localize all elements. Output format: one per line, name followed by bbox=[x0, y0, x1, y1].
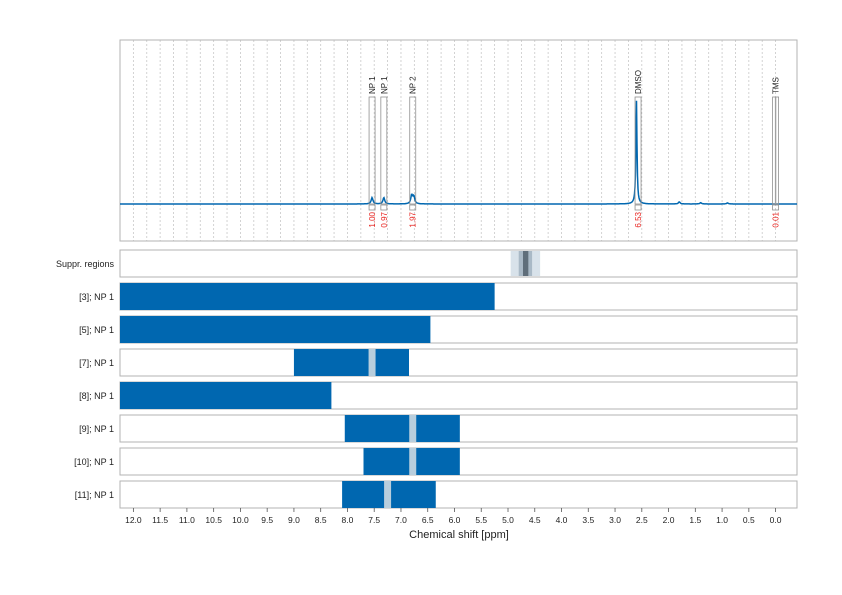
region-row-label: [5]; NP 1 bbox=[79, 325, 114, 335]
integral-marker-box bbox=[409, 204, 417, 211]
x-tick-label: 4.5 bbox=[529, 515, 541, 525]
integral-marker-box bbox=[772, 204, 779, 211]
x-tick-label: 8.5 bbox=[315, 515, 327, 525]
peak-label: TMS bbox=[772, 77, 781, 94]
region-bar bbox=[120, 316, 431, 343]
region-marker bbox=[409, 415, 417, 442]
x-axis-label: Chemical shift [ppm] bbox=[409, 529, 509, 541]
x-tick-label: 10.5 bbox=[205, 515, 222, 525]
x-tick-label: 5.0 bbox=[502, 515, 514, 525]
x-tick-label: 9.0 bbox=[288, 515, 300, 525]
x-tick-label: 10.0 bbox=[232, 515, 249, 525]
x-tick-label: 11.0 bbox=[179, 515, 195, 525]
peak-marker-box bbox=[772, 96, 779, 205]
region-rows: Suppr. regions [3]; NP 1 [5]; NP 1 [7]; NP … bbox=[56, 249, 798, 509]
region-marker bbox=[368, 349, 376, 376]
peak-marker-box bbox=[409, 96, 417, 205]
x-tick-label: 1.0 bbox=[716, 515, 728, 525]
peak-label: DMSO bbox=[634, 70, 643, 94]
region-row-label: [8]; NP 1 bbox=[79, 391, 114, 401]
x-tick-label: 5.5 bbox=[475, 515, 487, 525]
peak-marker-box bbox=[380, 96, 388, 205]
region-row-frame bbox=[119, 348, 798, 377]
region-marker bbox=[409, 448, 417, 475]
region-row-label: [3]; NP 1 bbox=[79, 292, 114, 302]
x-tick-label: 9.5 bbox=[261, 515, 273, 525]
integral-marker-box bbox=[380, 204, 388, 211]
integral-marker-box bbox=[368, 204, 376, 211]
x-tick-label: 3.5 bbox=[582, 515, 594, 525]
region-bar bbox=[293, 349, 409, 376]
peak-integral: 6.53 bbox=[634, 211, 643, 227]
region-row-label: [11]; NP 1 bbox=[75, 490, 114, 500]
spectrum-panel-frame bbox=[119, 39, 798, 242]
peak-label: NP 1 bbox=[368, 76, 377, 94]
x-axis: 12.0 11.5 11.0 10.5 10.0 9.5 9.0 8.5 8.0 7.5 7.0 6.… bbox=[125, 508, 782, 525]
region-row-label: Suppr. regions bbox=[56, 259, 115, 269]
x-tick-label: 3.0 bbox=[609, 515, 621, 525]
peak-marker-box bbox=[368, 96, 376, 205]
x-tick-label: 12.0 bbox=[125, 515, 142, 525]
x-tick-label: 4.0 bbox=[556, 515, 568, 525]
peak-integral: 1.00 bbox=[368, 211, 377, 227]
peak-label: NP 2 bbox=[409, 76, 418, 94]
peak-integral: 0.01 bbox=[772, 211, 781, 227]
region-bar bbox=[344, 415, 460, 442]
spectrum-trace bbox=[120, 100, 797, 205]
region-row-label: [10]; NP 1 bbox=[74, 457, 114, 467]
peak-integral: 0.97 bbox=[380, 211, 389, 227]
integral-marker-box bbox=[634, 204, 642, 211]
x-tick-label: 2.5 bbox=[636, 515, 648, 525]
region-row-label: [9]; NP 1 bbox=[79, 424, 114, 434]
peak-marker-box bbox=[634, 96, 642, 205]
region-row-frame bbox=[119, 480, 798, 509]
region-marker bbox=[384, 481, 392, 508]
suppression-band-core bbox=[522, 251, 529, 276]
x-tick-label: 7.0 bbox=[395, 515, 407, 525]
x-tick-label: 7.5 bbox=[368, 515, 380, 525]
x-tick-label: 6.0 bbox=[449, 515, 461, 525]
x-tick-label: 1.5 bbox=[689, 515, 701, 525]
x-tick-label: 0.0 bbox=[770, 515, 782, 525]
x-tick-label: 11.5 bbox=[152, 515, 168, 525]
region-row-label: [7]; NP 1 bbox=[79, 358, 114, 368]
region-bar bbox=[120, 382, 332, 409]
peak-annotations: NP 1 1.00 NP 1 0.97 NP 2 1.97 DMSO 6.53 TMS 0.01 bbox=[368, 70, 781, 228]
x-tick-label: 2.0 bbox=[663, 515, 675, 525]
x-tick-label: 8.0 bbox=[342, 515, 354, 525]
peak-integral: 1.97 bbox=[409, 211, 418, 227]
x-tick-label: 6.5 bbox=[422, 515, 434, 525]
x-tick-label: 0.5 bbox=[743, 515, 755, 525]
region-bar bbox=[120, 283, 495, 310]
region-row-frame bbox=[119, 249, 798, 278]
spectrum-grid bbox=[132, 40, 776, 241]
peak-label: NP 1 bbox=[380, 76, 389, 94]
